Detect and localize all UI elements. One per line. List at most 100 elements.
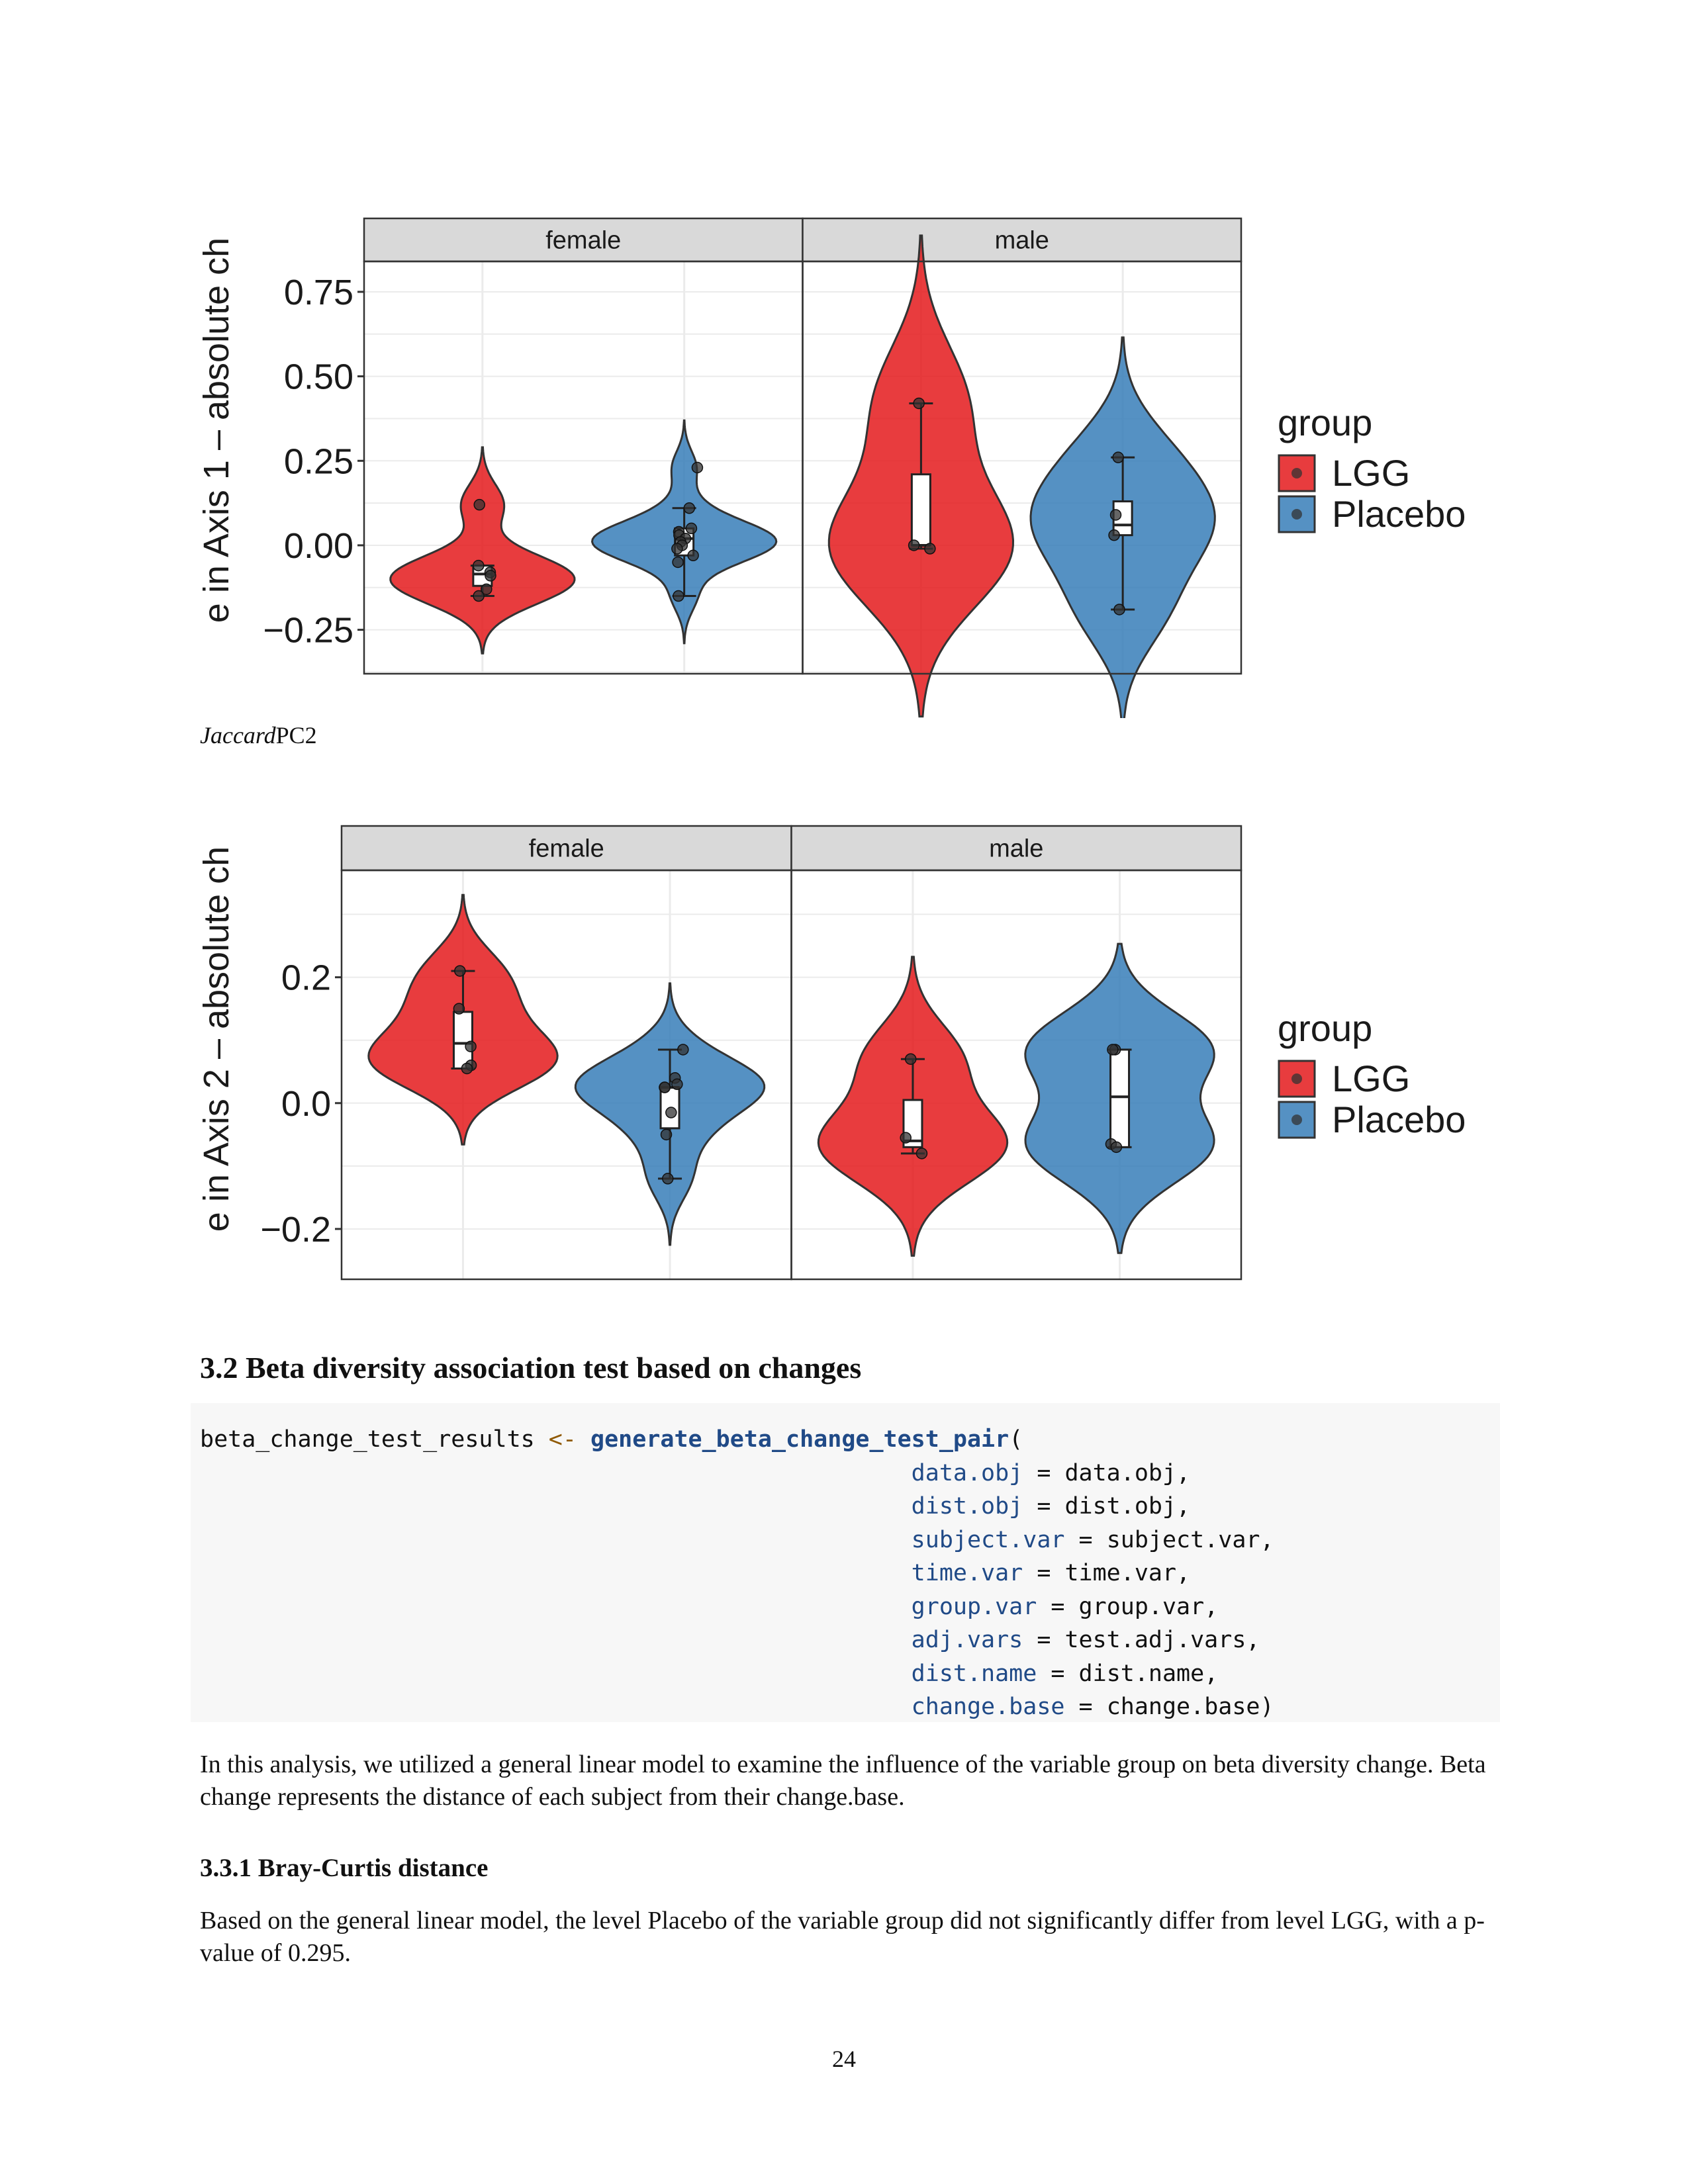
paragraph-result: Based on the general linear model, the l… [200,1907,1485,1967]
data-point [453,1003,465,1015]
data-point [1113,604,1125,615]
violin-plot-axis1: e in Axis 1 – absolute ch female male 0.75… [197,217,1466,718]
facet-label: male [995,227,1049,255]
data-point [461,1062,473,1075]
function-name: generate_beta_change_test_pair [590,1426,1009,1453]
y-tick-label: 0.75 [284,273,353,312]
code-arg-name: group.var [911,1593,1037,1620]
code-equals: = [1023,1493,1065,1520]
code-equals: = [1064,1694,1107,1720]
data-point [687,549,699,562]
code-arg-name: change.base [911,1694,1065,1720]
data-point [473,498,485,511]
y-axis-label: e in Axis 2 – absolute ch [197,846,236,1232]
data-point [1107,1044,1119,1056]
legend-key-point [1291,509,1302,520]
data-point [1109,509,1122,521]
code-equals: = [1037,1593,1079,1620]
data-point [685,522,698,535]
code-equals: = [1064,1526,1107,1553]
facet-strip [363,217,804,263]
data-point [915,1148,928,1160]
code-arg-name: data.obj [911,1459,1023,1486]
code-arg-name: dist.obj [911,1493,1023,1520]
data-point [691,461,704,474]
legend-title: group [1278,1007,1372,1049]
y-tick-label: 0.0 [281,1084,331,1124]
data-point [659,1081,671,1093]
data-point [671,1078,683,1091]
y-tick-label: −0.2 [260,1210,331,1250]
violin-plot-axis2: e in Axis 2 – absolute ch female male 0.2 0… [197,825,1466,1281]
data-point [454,965,466,977]
data-point [1112,451,1124,463]
data-point [485,570,496,582]
code-equals: = [1037,1660,1079,1687]
data-point [665,1107,677,1118]
data-point [677,1044,689,1056]
assign-operator: <- [548,1426,577,1453]
data-point [672,556,684,569]
legend-label: LGG [1332,452,1410,494]
facet-strip [802,217,1243,263]
panel-border [802,260,1243,675]
data-point [660,1128,673,1141]
figure-caption: JaccardPC2 [200,722,317,749]
code-equals: = [1023,1560,1065,1586]
y-tick-label: 0.2 [281,958,331,998]
data-point [913,397,925,410]
legend-key-point [1291,1115,1302,1125]
box [1109,1048,1131,1148]
facet-strip [340,825,792,872]
facet-label: male [989,835,1043,863]
legend-label: Placebo [1332,493,1466,535]
violin-lgg [389,446,576,655]
code-arg-value: test.adj.vars, [1064,1627,1260,1653]
data-point [1110,1141,1123,1154]
y-tick-label: −0.25 [263,611,353,651]
code-arg-name: dist.name [911,1660,1037,1687]
data-point [671,543,683,555]
code-arg-name: subject.var [911,1526,1065,1553]
legend-label: Placebo [1332,1099,1466,1140]
code-arg-value: time.var, [1064,1560,1191,1586]
box [910,473,931,547]
legend-title: group [1278,402,1372,443]
data-point [473,590,485,602]
data-point [900,1132,912,1144]
code-variable: beta_change_test_results [200,1426,549,1453]
y-tick-label: 0.00 [284,526,353,566]
legend-key-point [1291,1073,1302,1084]
page-number: 24 [832,2046,856,2072]
panel-background [364,261,803,674]
code-arg-value: dist.obj, [1064,1493,1191,1520]
open-paren: ( [1009,1426,1023,1453]
section-heading: 3.2 Beta diversity association test base… [200,1351,862,1385]
data-point [1108,529,1120,541]
code-equals: = [1023,1459,1065,1486]
y-tick-label: 0.25 [284,441,353,481]
code-arg-value: dist.name, [1078,1660,1219,1687]
y-tick-label: 0.50 [284,357,353,397]
panel-border [790,869,1243,1281]
facet-label: female [545,227,621,255]
code-arg-name: adj.vars [911,1627,1023,1653]
code-arg-value: group.var, [1078,1593,1219,1620]
data-point [683,502,696,514]
paragraph-analysis: In this analysis, we utilized a general … [200,1751,1486,1811]
data-point [473,559,485,572]
data-point [662,1173,674,1185]
data-point [904,1053,917,1065]
code-arg-name: time.var [911,1560,1023,1586]
subsection-heading: 3.3.1 Bray-Curtis distance [200,1854,489,1882]
legend-label: LGG [1332,1058,1410,1099]
facet-label: female [529,835,604,863]
y-axis-label: e in Axis 1 – absolute ch [197,238,236,623]
code-arg-value: change.base) [1106,1694,1274,1720]
data-point [908,539,920,551]
data-point [481,583,492,596]
code-arg-value: data.obj, [1064,1459,1191,1486]
code-equals: = [1023,1627,1065,1653]
data-point [673,590,684,602]
code-block: beta_change_test_results <- generate_bet… [191,1403,1500,1722]
